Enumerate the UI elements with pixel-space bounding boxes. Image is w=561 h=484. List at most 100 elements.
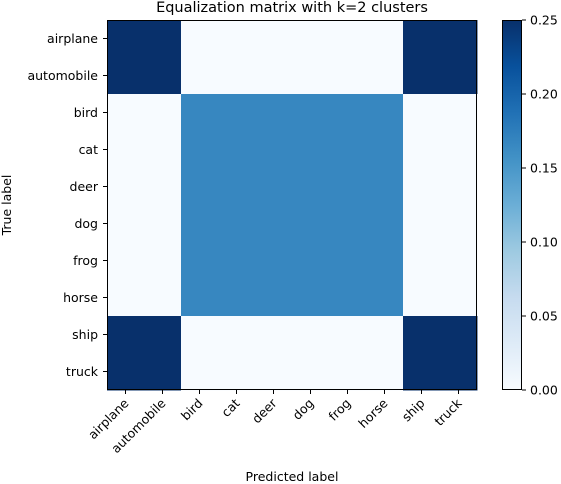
heatmap-cell (181, 279, 219, 317)
heatmap-cell (366, 242, 404, 280)
heatmap-cell (255, 20, 293, 58)
heatmap-cell (403, 242, 441, 280)
colorbar (502, 20, 522, 390)
heatmap-cell (144, 94, 182, 132)
colorbar-tick-label: 0.10 (530, 235, 558, 250)
y-tick-label: ship (72, 327, 98, 342)
heatmap-cell (403, 279, 441, 317)
heatmap-cell (255, 279, 293, 317)
heatmap-cell (440, 20, 478, 58)
heatmap-cell (329, 279, 367, 317)
y-axis-ticks: airplane automobile bird cat deer dog frog hors… (27, 31, 107, 379)
heatmap-cell (366, 20, 404, 58)
heatmap-cell (292, 205, 330, 243)
y-tick-label: airplane (47, 31, 98, 46)
y-tick-label: bird (74, 105, 98, 120)
heatmap-cell (255, 353, 293, 391)
heatmap-cell (107, 131, 145, 169)
heatmap-cell (218, 316, 256, 354)
heatmap-cell (329, 168, 367, 206)
heatmap-cell (440, 279, 478, 317)
heatmap-cell (292, 131, 330, 169)
heatmap-cell (181, 242, 219, 280)
heatmap-cell (440, 57, 478, 95)
heatmap-cell (181, 20, 219, 58)
heatmap-cell (181, 205, 219, 243)
heatmap-cell (218, 168, 256, 206)
x-tick-label: dog (289, 396, 316, 423)
heatmap-cell (366, 168, 404, 206)
heatmap-cell (292, 353, 330, 391)
heatmap-cell (181, 131, 219, 169)
x-tick-label: truck (431, 395, 465, 429)
heatmap-cell (329, 57, 367, 95)
heatmap-cell (144, 57, 182, 95)
y-tick-label: horse (63, 290, 98, 305)
chart-title: Equalization matrix with k=2 clusters (156, 0, 428, 16)
y-tick-label: frog (73, 253, 98, 268)
heatmap-cell (144, 205, 182, 243)
heatmap-cell (218, 57, 256, 95)
heatmap-cell (292, 57, 330, 95)
heatmap-cell (107, 205, 145, 243)
heatmap-cell (255, 57, 293, 95)
heatmap-cell (181, 94, 219, 132)
heatmap-cell (218, 353, 256, 391)
heatmap-cell (255, 94, 293, 132)
heatmap-cell (403, 316, 441, 354)
heatmap-cell (255, 205, 293, 243)
heatmap-cell (218, 279, 256, 317)
heatmap-cell (366, 94, 404, 132)
heatmap-cell (292, 279, 330, 317)
heatmap-cell (440, 205, 478, 243)
heatmap-cell (144, 20, 182, 58)
heatmap-cell (440, 242, 478, 280)
heatmap-cell (218, 242, 256, 280)
x-axis-label: Predicted label (246, 469, 339, 484)
heatmap-cell (403, 205, 441, 243)
heatmap-cell (107, 242, 145, 280)
x-tick-label: bird (178, 396, 206, 424)
heatmap-cell (144, 316, 182, 354)
heatmap-cell (366, 316, 404, 354)
heatmap-cell (440, 94, 478, 132)
heatmap-cell (107, 316, 145, 354)
heatmap-cell (329, 242, 367, 280)
heatmap-cell (292, 168, 330, 206)
heatmap-cell (440, 316, 478, 354)
heatmap-cell (403, 94, 441, 132)
heatmap-cell (255, 168, 293, 206)
y-tick-label: dog (74, 216, 98, 231)
heatmap-cell (403, 353, 441, 391)
heatmap-cell (144, 242, 182, 280)
y-axis-label: True label (0, 175, 14, 237)
heatmap-cell (144, 279, 182, 317)
colorbar-tick-label: 0.05 (530, 309, 558, 324)
heatmap-cell (366, 57, 404, 95)
heatmap-cell (181, 353, 219, 391)
heatmap-cell (329, 353, 367, 391)
heatmap-cell (366, 279, 404, 317)
heatmap-cell (107, 353, 145, 391)
colorbar-tick-label: 0.15 (530, 161, 558, 176)
heatmap-cell (218, 20, 256, 58)
heatmap-cell (403, 57, 441, 95)
y-tick-label: automobile (27, 68, 98, 83)
heatmap-cell (107, 168, 145, 206)
heatmap-cell (366, 131, 404, 169)
heatmap-cell (107, 20, 145, 58)
y-tick-label: truck (66, 364, 99, 379)
colorbar-tick-label: 0.20 (530, 87, 558, 102)
heatmap-cell (107, 57, 145, 95)
x-tick-label: cat (218, 395, 242, 419)
y-tick-label: deer (70, 179, 99, 194)
colorbar-ticks: 0.00 0.05 0.10 0.15 0.20 0.25 (522, 13, 558, 398)
heatmap-cell (107, 94, 145, 132)
heatmap-cell (329, 94, 367, 132)
heatmap-cell (403, 131, 441, 169)
x-tick-label: deer (249, 395, 280, 426)
colorbar-tick-label: 0.00 (530, 383, 558, 398)
heatmap-cell (329, 131, 367, 169)
heatmap-cell (329, 20, 367, 58)
